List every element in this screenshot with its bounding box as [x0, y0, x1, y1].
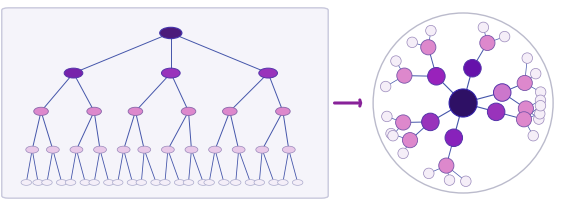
Ellipse shape	[480, 35, 495, 50]
Ellipse shape	[175, 180, 185, 185]
Ellipse shape	[381, 111, 392, 122]
Ellipse shape	[181, 107, 196, 116]
Ellipse shape	[398, 148, 408, 159]
Ellipse shape	[64, 68, 83, 78]
Ellipse shape	[151, 180, 161, 185]
Ellipse shape	[464, 60, 481, 77]
Ellipse shape	[493, 84, 511, 101]
Ellipse shape	[33, 180, 43, 185]
Ellipse shape	[65, 180, 76, 185]
Ellipse shape	[380, 81, 391, 92]
Ellipse shape	[420, 40, 436, 55]
Ellipse shape	[136, 180, 147, 185]
Ellipse shape	[499, 31, 510, 42]
Ellipse shape	[534, 109, 545, 119]
Ellipse shape	[113, 180, 123, 185]
Ellipse shape	[159, 180, 170, 185]
Ellipse shape	[402, 133, 418, 148]
Ellipse shape	[128, 107, 142, 116]
Ellipse shape	[41, 180, 52, 185]
Ellipse shape	[223, 107, 237, 116]
Ellipse shape	[256, 146, 269, 153]
Ellipse shape	[89, 180, 99, 185]
Ellipse shape	[198, 180, 208, 185]
Ellipse shape	[439, 158, 454, 173]
Ellipse shape	[444, 175, 455, 185]
Ellipse shape	[488, 103, 505, 121]
Ellipse shape	[517, 75, 533, 91]
Ellipse shape	[535, 101, 545, 111]
Ellipse shape	[427, 68, 445, 85]
Ellipse shape	[407, 37, 418, 48]
Ellipse shape	[254, 180, 265, 185]
Ellipse shape	[516, 112, 531, 127]
Ellipse shape	[478, 22, 489, 33]
Ellipse shape	[445, 129, 463, 146]
Ellipse shape	[528, 130, 538, 141]
Ellipse shape	[259, 68, 277, 78]
Ellipse shape	[34, 107, 48, 116]
Ellipse shape	[161, 146, 174, 153]
Ellipse shape	[397, 68, 412, 83]
Ellipse shape	[183, 180, 194, 185]
Ellipse shape	[391, 56, 401, 66]
Ellipse shape	[46, 146, 60, 153]
Ellipse shape	[93, 146, 106, 153]
Ellipse shape	[530, 68, 541, 79]
Ellipse shape	[87, 107, 102, 116]
Ellipse shape	[373, 13, 553, 193]
Ellipse shape	[159, 27, 182, 39]
Ellipse shape	[283, 146, 295, 153]
Ellipse shape	[26, 146, 39, 153]
Ellipse shape	[276, 107, 290, 116]
Ellipse shape	[388, 130, 398, 141]
Ellipse shape	[245, 180, 256, 185]
Ellipse shape	[535, 95, 545, 105]
Ellipse shape	[204, 180, 214, 185]
Ellipse shape	[534, 114, 544, 124]
Ellipse shape	[117, 146, 130, 153]
Ellipse shape	[449, 89, 477, 117]
Ellipse shape	[536, 87, 546, 97]
Ellipse shape	[293, 180, 303, 185]
Ellipse shape	[277, 180, 288, 185]
FancyBboxPatch shape	[2, 8, 328, 198]
Ellipse shape	[269, 180, 279, 185]
Ellipse shape	[232, 146, 245, 153]
Ellipse shape	[426, 25, 436, 36]
Ellipse shape	[103, 180, 114, 185]
Ellipse shape	[57, 180, 67, 185]
Ellipse shape	[138, 146, 151, 153]
Ellipse shape	[161, 68, 180, 78]
Ellipse shape	[231, 180, 241, 185]
Ellipse shape	[518, 101, 533, 116]
Ellipse shape	[423, 168, 434, 179]
Ellipse shape	[386, 128, 397, 139]
Ellipse shape	[80, 180, 91, 185]
Ellipse shape	[218, 180, 229, 185]
Ellipse shape	[522, 53, 533, 63]
Ellipse shape	[461, 176, 471, 186]
Ellipse shape	[208, 146, 221, 153]
Ellipse shape	[70, 146, 83, 153]
Ellipse shape	[127, 180, 138, 185]
Ellipse shape	[185, 146, 198, 153]
Ellipse shape	[395, 115, 411, 130]
Ellipse shape	[422, 113, 439, 131]
Ellipse shape	[21, 180, 32, 185]
